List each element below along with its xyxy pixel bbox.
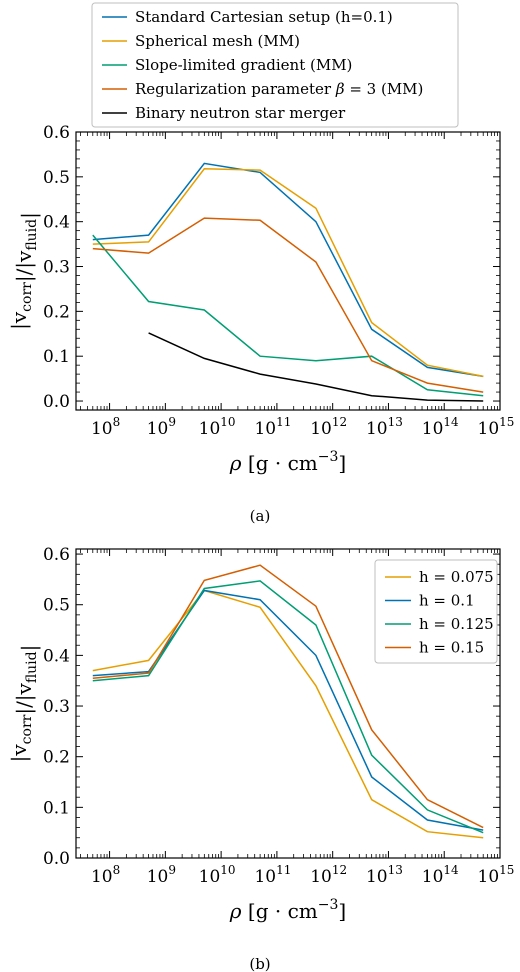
legend-frame xyxy=(374,559,498,664)
y-axis-label-b: |vcorr|/|vfluid| xyxy=(7,645,42,763)
y-tick-label: 0.3 xyxy=(43,697,70,717)
y-tick-label: 0.0 xyxy=(43,392,70,412)
y-tick-label: 0.4 xyxy=(43,646,70,666)
y-tick-label: 0.1 xyxy=(43,347,70,367)
series-line-3 xyxy=(92,217,484,393)
y-tick-label: 0.2 xyxy=(43,302,70,322)
x-tick-label: 108 xyxy=(91,863,120,887)
legend-entry: Binary neutron star merger xyxy=(135,104,346,122)
caption-a: (a) xyxy=(250,507,271,525)
series-line-3 xyxy=(92,564,484,829)
x-tick-label: 1010 xyxy=(199,863,236,887)
series-line-2 xyxy=(92,234,484,397)
series-line-1 xyxy=(92,168,484,378)
x-tick-label: 1014 xyxy=(422,863,459,887)
chart-panel-b: 0.0 0.1 0.2 0.3 0.4 0.5 0.6 108 109 1010 1011 1012 1… xyxy=(7,545,514,972)
legend-entry: h = 0.125 xyxy=(419,615,494,633)
y-tick-label: 0.5 xyxy=(43,168,70,188)
plot-frame xyxy=(75,131,501,411)
series-line-0 xyxy=(92,162,484,378)
x-tick-label: 1010 xyxy=(199,415,236,439)
y-axis-label-a: |vcorr|/|vfluid| xyxy=(7,212,42,330)
legend-entry: Standard Cartesian setup (h=0.1) xyxy=(135,8,393,26)
x-tick-label: 1012 xyxy=(310,415,347,439)
legend-b: h = 0.075 h = 0.1 h = 0.125 h = 0.15 xyxy=(374,559,498,664)
chart-panel-a: Standard Cartesian setup (h=0.1) Spherica… xyxy=(7,2,515,525)
x-tick-label: 109 xyxy=(147,863,176,887)
caption-b: (b) xyxy=(249,955,270,972)
y-tick-label: 0.3 xyxy=(43,258,70,278)
x-tick-label: 108 xyxy=(91,415,120,439)
legend-entry: h = 0.075 xyxy=(419,568,494,586)
legend-frame xyxy=(91,2,459,128)
y-tick-label: 0.1 xyxy=(43,798,70,818)
legend-entry: Slope-limited gradient (MM) xyxy=(135,56,352,74)
legend-entry: Spherical mesh (MM) xyxy=(135,32,300,50)
legend-entry: Regularization parameter β = 3 (MM) xyxy=(135,80,423,98)
x-axis-label-a: ρ [g · cm−3] xyxy=(229,449,346,475)
x-tick-label: 1013 xyxy=(366,863,403,887)
y-tick-label: 0.6 xyxy=(43,123,70,143)
y-tick-label: 0.4 xyxy=(43,213,70,233)
x-axis-label-b: ρ [g · cm−3] xyxy=(229,897,346,923)
plot-a: 0.0 0.1 0.2 0.3 0.4 0.5 0.6 108 109 1010 1011 1012 1… xyxy=(43,123,515,439)
x-tick-label: 1015 xyxy=(478,863,515,887)
x-tick-label: 1011 xyxy=(254,415,291,439)
series-line-2 xyxy=(92,580,484,834)
x-tick-label: 1012 xyxy=(310,863,347,887)
y-tick-label: 0.6 xyxy=(43,545,70,565)
y-tick-label: 0.2 xyxy=(43,748,70,768)
y-tick-label: 0.0 xyxy=(43,849,70,869)
x-tick-label: 1011 xyxy=(254,863,291,887)
legend-entry: h = 0.1 xyxy=(419,592,475,610)
plot-b: 0.0 0.1 0.2 0.3 0.4 0.5 0.6 108 109 1010 1011 1012 1… xyxy=(43,545,515,887)
legend-a: Standard Cartesian setup (h=0.1) Spherica… xyxy=(91,2,459,128)
x-tick-label: 1014 xyxy=(422,415,459,439)
y-tick-label: 0.5 xyxy=(43,596,70,616)
x-tick-label: 109 xyxy=(147,415,176,439)
plot-frame xyxy=(75,548,501,859)
series-line-4 xyxy=(148,332,484,402)
legend-entry: h = 0.15 xyxy=(419,639,484,657)
series-line-0 xyxy=(92,589,484,839)
x-tick-label: 1013 xyxy=(366,415,403,439)
x-tick-label: 1015 xyxy=(478,415,515,439)
